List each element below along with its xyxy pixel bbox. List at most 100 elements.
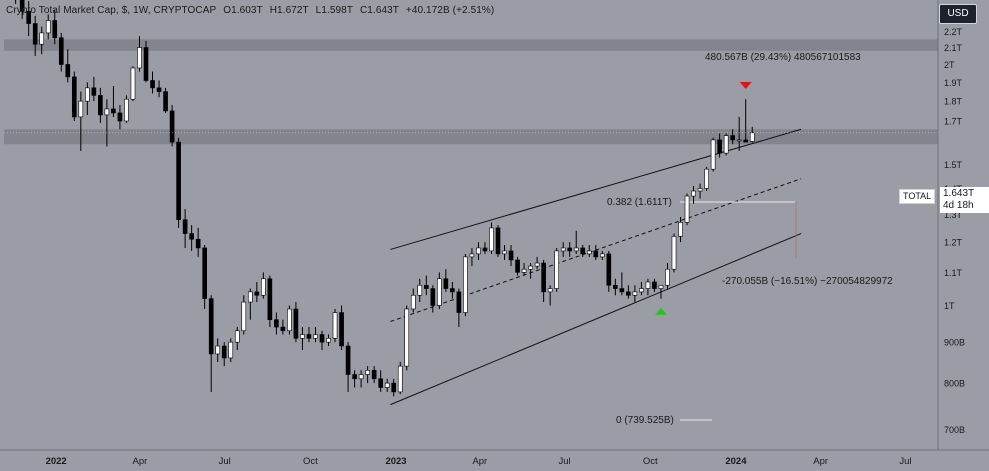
candle-69 (456, 288, 462, 328)
candle-68 (450, 281, 455, 299)
candle-112 (736, 116, 742, 151)
fibonacci-lines (680, 201, 797, 421)
candle-88 (580, 245, 586, 257)
candle-body (482, 247, 488, 252)
candle-13 (91, 76, 97, 102)
candle-3 (26, 1, 31, 37)
time-tick-label: Jul (219, 456, 231, 467)
candle-20 (137, 36, 142, 72)
channel-lower-line (390, 233, 802, 406)
candle-body (221, 345, 227, 359)
candle-body (515, 259, 520, 273)
candle-body (586, 250, 592, 255)
candle-body (599, 253, 605, 258)
candle-51 (339, 305, 344, 350)
candle-body (45, 20, 51, 34)
candle-body (365, 370, 370, 375)
candle-76 (502, 245, 507, 260)
candle-countdown: 4d 18h (943, 200, 974, 211)
candle-body (26, 11, 31, 24)
candle-body (254, 291, 260, 296)
candle-11 (78, 91, 84, 151)
candle-body (228, 341, 234, 359)
candle-89 (586, 245, 592, 257)
candle-40 (267, 275, 273, 328)
candle-body (437, 278, 442, 306)
currency-button[interactable]: USD (939, 4, 977, 24)
candle-body (247, 291, 253, 303)
candle-56 (371, 366, 377, 384)
candle-18 (124, 95, 129, 124)
candle-body (652, 281, 657, 289)
price-tick-label: 700B (944, 425, 965, 435)
time-tick-label: Apr (472, 456, 487, 467)
ohlc-close: C1.643T (359, 5, 400, 16)
price-tick-label: 2T (944, 60, 955, 70)
fib-0-label: 0 (739.525B) (616, 415, 674, 426)
candle-58 (384, 378, 390, 392)
candle-body (117, 112, 123, 122)
candle-80 (528, 263, 533, 279)
measure-mid-label: -270.055B (−16.51%) −270054829972 (722, 276, 893, 287)
time-tick-label: Oct (303, 456, 318, 467)
candle-body (430, 288, 436, 306)
candle-body (261, 278, 266, 296)
candle-53 (352, 370, 357, 388)
price-tick-label: 2.2T (944, 27, 963, 37)
candle-90 (593, 245, 599, 260)
candle-31 (208, 295, 214, 392)
candle-body (678, 222, 683, 237)
resistance-zone-1 (4, 39, 938, 51)
candle-48 (319, 330, 325, 350)
candle-50 (332, 309, 338, 343)
candle-body (371, 370, 377, 380)
time-tick-label: 2024 (725, 456, 747, 467)
candle-49 (326, 334, 331, 347)
candle-body (267, 278, 273, 321)
candlesticks (4, 0, 938, 397)
candle-65 (430, 285, 436, 313)
time-axis[interactable]: 2022 Apr Jul Oct 2023 Apr Jul Oct 2024 Apr Jul (0, 449, 989, 467)
candle-body (98, 95, 103, 116)
candle-14 (98, 87, 103, 124)
price-tick-label: 1T (944, 301, 955, 311)
candle-body (736, 139, 742, 142)
candle-66 (437, 272, 442, 310)
candle-61 (404, 305, 410, 371)
ohlc-open: O1.603T (223, 5, 263, 16)
candle-72 (476, 242, 481, 260)
time-tick-label: Jul (899, 456, 911, 467)
candle-body (665, 268, 670, 286)
candle-103 (678, 216, 683, 243)
candle-105 (691, 186, 696, 204)
candle-108 (710, 137, 716, 172)
candle-70 (463, 253, 468, 317)
price-axis[interactable]: 2.3T2.2T2.1T2T1.9T1.8T1.7T1.5T1.4T1.3T1.… (937, 0, 989, 471)
candle-body (65, 64, 71, 78)
candle-101 (665, 263, 670, 289)
candle-63 (417, 278, 423, 303)
candle-16 (111, 86, 116, 117)
candle-body (710, 139, 716, 170)
candle-body (469, 253, 475, 258)
time-tick-label: Apr (813, 456, 828, 467)
price-axis-background (938, 0, 989, 471)
candle-9 (65, 49, 71, 83)
candle-body (143, 47, 149, 81)
time-tick-label: Apr (133, 456, 148, 467)
candle-77 (508, 245, 514, 267)
candle-body (39, 32, 45, 45)
candle-body (130, 67, 136, 100)
candle-body (378, 378, 383, 388)
candle-body (717, 139, 722, 154)
candle-body (58, 37, 64, 65)
candle-106 (697, 183, 703, 199)
candle-45 (300, 327, 305, 350)
symbol-tag: TOTAL (899, 189, 936, 204)
candle-body (613, 284, 618, 289)
symbol-title: Crypto Total Market Cap, $, 1W, CRYPTOCA… (6, 5, 217, 16)
candle-body (554, 250, 559, 289)
candle-86 (567, 242, 573, 257)
candle-55 (365, 366, 370, 384)
